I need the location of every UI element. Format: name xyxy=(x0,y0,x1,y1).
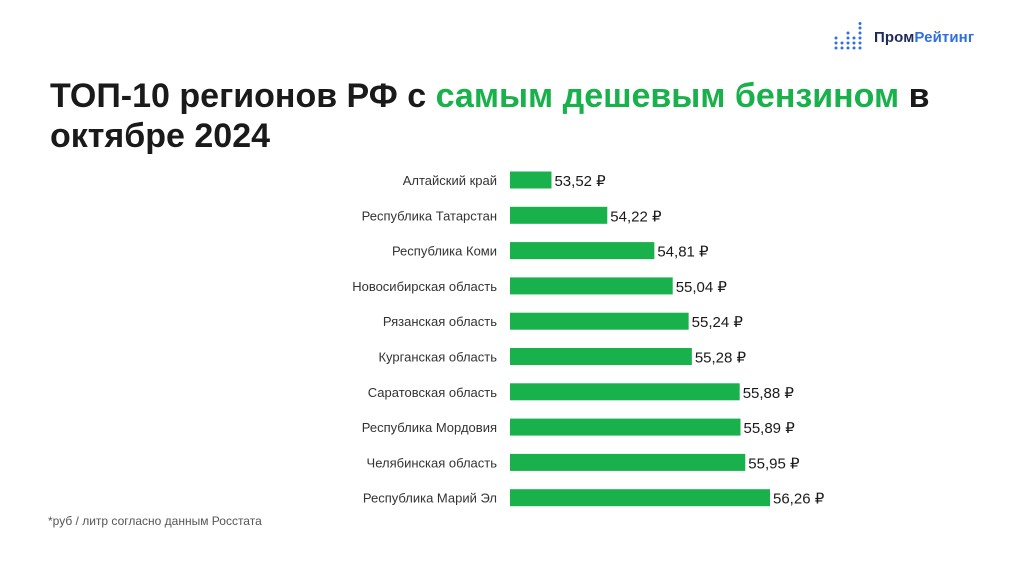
value-label: 55,28 ₽ xyxy=(695,350,747,367)
value-label: 56,26 ₽ xyxy=(773,491,825,508)
category-label: Республика Мордовия xyxy=(362,420,497,435)
brand-name-part1: Пром xyxy=(874,28,915,46)
value-label: 54,81 ₽ xyxy=(657,244,709,261)
category-label: Республика Татарстан xyxy=(362,208,497,223)
value-label: 55,88 ₽ xyxy=(743,385,795,402)
category-label: Челябинская область xyxy=(367,455,498,470)
value-label: 54,22 ₽ xyxy=(610,208,662,225)
category-label: Саратовская область xyxy=(368,385,497,400)
value-label: 55,95 ₽ xyxy=(748,455,800,472)
bar xyxy=(510,206,608,224)
category-label: Республика Коми xyxy=(392,244,497,259)
category-label: Новосибирская область xyxy=(352,279,497,294)
bar xyxy=(510,383,740,401)
title-part1: ТОП-10 регионов РФ с xyxy=(50,77,436,115)
value-label: 55,04 ₽ xyxy=(676,279,728,296)
bar xyxy=(510,418,741,436)
brand-name: ПромРейтинг xyxy=(874,29,974,46)
bar xyxy=(510,312,689,330)
footnote: *руб / литр согласно данным Росстата xyxy=(48,514,262,528)
brand-logo: ПромРейтинг xyxy=(834,22,974,52)
category-label: Алтайский край xyxy=(403,173,497,188)
bar xyxy=(510,242,655,260)
page-title: ТОП-10 регионов РФ с самым дешевым бензи… xyxy=(50,76,990,156)
category-label: Курганская область xyxy=(378,350,497,365)
title-accent: самым дешевым бензином xyxy=(435,77,900,115)
value-label: 55,89 ₽ xyxy=(743,420,795,437)
value-label: 55,24 ₽ xyxy=(692,314,744,331)
bar xyxy=(510,171,552,189)
category-label: Республика Марий Эл xyxy=(363,491,497,506)
bar xyxy=(510,277,673,295)
value-label: 53,52 ₽ xyxy=(554,173,606,190)
bar-chart-dots-icon xyxy=(834,22,862,50)
title-part2: в октябре 2024 xyxy=(50,77,930,155)
bar xyxy=(510,348,692,365)
brand-name-part2: Рейтинг xyxy=(914,28,975,46)
category-label: Рязанская область xyxy=(383,314,497,329)
bar xyxy=(510,453,746,471)
bar xyxy=(510,489,770,507)
